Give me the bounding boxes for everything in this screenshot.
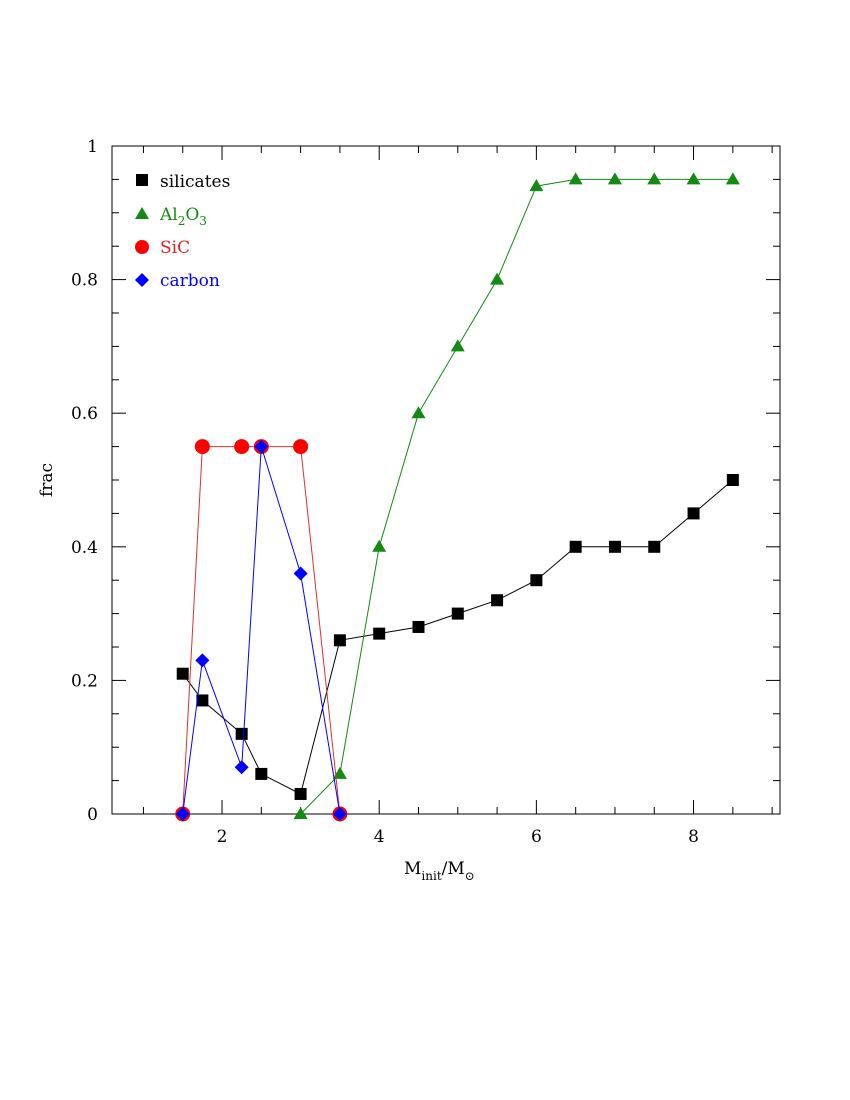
y-tick-label: 0	[87, 805, 98, 825]
data-point-silicates	[373, 627, 386, 640]
legend-label-al2o3-p1: Al	[159, 205, 178, 225]
y-tick-label: 0.4	[71, 538, 98, 558]
x-tick-label: 2	[217, 827, 228, 847]
legend-item-carbon: carbon	[135, 271, 220, 291]
y-tick-label: 0.8	[71, 271, 98, 291]
data-point-silicates	[176, 667, 189, 680]
legend-label-al2o3-p2: O	[185, 205, 199, 225]
data-point-al2o3	[372, 539, 387, 552]
data-point-carbon	[195, 653, 210, 668]
data-point-al2o3	[725, 172, 740, 185]
legend-label-al2o3-s2: 3	[199, 214, 207, 228]
series-al2o3	[293, 172, 740, 819]
data-point-al2o3	[332, 766, 347, 779]
data-point-al2o3	[607, 172, 622, 185]
data-point-al2o3	[647, 172, 662, 185]
legend-item-al2o3: Al2O3	[135, 205, 207, 228]
x-axis-label: Minit/M⊙	[404, 859, 475, 883]
data-point-carbon	[175, 807, 190, 821]
data-point-al2o3	[293, 807, 308, 819]
data-point-silicates	[333, 634, 346, 647]
data-point-silicates	[726, 474, 739, 486]
legend-label-sic: SiC	[160, 238, 190, 258]
data-point-silicates	[255, 767, 268, 780]
data-point-silicates	[648, 540, 661, 553]
legend-label-al2o3: Al2O3	[159, 205, 207, 228]
data-point-silicates	[412, 620, 425, 633]
data-point-silicates	[451, 607, 464, 620]
data-point-silicates	[196, 694, 209, 707]
data-point-sic	[234, 439, 250, 455]
series-line-sic	[182, 446, 341, 815]
legend-label-carbon: carbon	[160, 271, 220, 291]
series-line-carbon	[182, 446, 341, 815]
legend-label-silicates: silicates	[160, 172, 230, 192]
data-point-carbon	[254, 439, 269, 454]
legend-marker-al2o3	[135, 207, 149, 219]
x-axis-label-sub2: ⊙	[465, 869, 475, 883]
legend-item-sic: SiC	[135, 238, 190, 258]
axis-ticks	[112, 145, 780, 815]
data-point-silicates	[235, 727, 248, 740]
x-tick-label: 6	[531, 827, 542, 847]
data-point-al2o3	[686, 172, 701, 185]
legend-marker-carbon	[135, 273, 149, 287]
legend-marker-sic	[135, 240, 149, 254]
data-point-al2o3	[411, 406, 426, 419]
data-point-silicates	[687, 507, 700, 520]
data-point-silicates	[608, 540, 621, 553]
legend-marker-silicates	[136, 174, 148, 186]
legend-label-al2o3-s1: 2	[178, 214, 186, 228]
data-point-silicates	[294, 787, 307, 800]
data-point-silicates	[530, 574, 543, 587]
series-sic	[175, 439, 348, 822]
legend: silicates Al2O3 SiC carbon	[135, 172, 230, 291]
legend-item-silicates: silicates	[136, 172, 230, 192]
y-tick-label: 0.2	[71, 671, 98, 691]
data-point-silicates	[491, 594, 504, 607]
y-axis-label: frac	[37, 463, 57, 497]
plot-frame	[111, 145, 781, 815]
series-carbon	[175, 439, 347, 821]
tick-labels: 2 4 6 8 0 0.2 0.4 0.6 0.8 1	[71, 137, 699, 847]
data-point-al2o3	[490, 272, 505, 285]
data-point-carbon	[234, 760, 249, 775]
series-silicates	[176, 474, 739, 800]
y-tick-label: 1	[87, 137, 98, 157]
data-point-carbon	[293, 566, 308, 581]
x-axis-label-main: M	[404, 859, 421, 879]
data-point-al2o3	[529, 179, 544, 192]
y-tick-label: 0.6	[71, 404, 98, 424]
series-line-al2o3	[300, 178, 733, 815]
x-axis-label-sep: /M	[442, 859, 465, 879]
data-point-sic	[194, 439, 210, 455]
series-layer	[175, 172, 740, 822]
data-point-silicates	[569, 540, 582, 553]
series-line-silicates	[182, 479, 734, 795]
x-tick-label: 4	[374, 827, 385, 847]
data-point-carbon	[332, 807, 347, 821]
data-point-al2o3	[568, 172, 583, 185]
x-axis-label-sub: init	[421, 869, 441, 883]
x-tick-label: 8	[688, 827, 699, 847]
data-point-sic	[293, 439, 309, 455]
data-point-al2o3	[450, 339, 465, 352]
